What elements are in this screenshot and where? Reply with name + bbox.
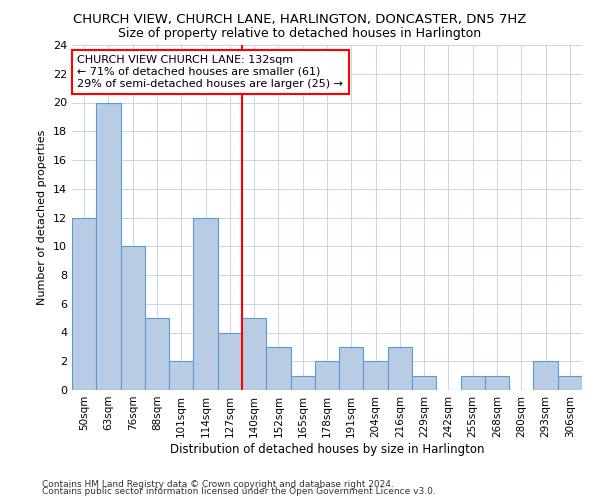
Bar	[412, 376, 436, 390]
Bar	[96, 102, 121, 390]
Bar	[193, 218, 218, 390]
Bar	[364, 361, 388, 390]
Bar	[339, 347, 364, 390]
Bar	[388, 347, 412, 390]
Bar	[242, 318, 266, 390]
Bar	[145, 318, 169, 390]
Text: Size of property relative to detached houses in Harlington: Size of property relative to detached ho…	[118, 28, 482, 40]
Text: Contains HM Land Registry data © Crown copyright and database right 2024.: Contains HM Land Registry data © Crown c…	[42, 480, 394, 489]
Bar	[72, 218, 96, 390]
Bar	[290, 376, 315, 390]
X-axis label: Distribution of detached houses by size in Harlington: Distribution of detached houses by size …	[170, 442, 484, 456]
Bar	[558, 376, 582, 390]
Bar	[533, 361, 558, 390]
Bar	[169, 361, 193, 390]
Text: Contains public sector information licensed under the Open Government Licence v3: Contains public sector information licen…	[42, 488, 436, 496]
Bar	[218, 332, 242, 390]
Bar	[121, 246, 145, 390]
Text: CHURCH VIEW, CHURCH LANE, HARLINGTON, DONCASTER, DN5 7HZ: CHURCH VIEW, CHURCH LANE, HARLINGTON, DO…	[73, 12, 527, 26]
Bar	[461, 376, 485, 390]
Text: CHURCH VIEW CHURCH LANE: 132sqm
← 71% of detached houses are smaller (61)
29% of: CHURCH VIEW CHURCH LANE: 132sqm ← 71% of…	[77, 56, 343, 88]
Bar	[485, 376, 509, 390]
Y-axis label: Number of detached properties: Number of detached properties	[37, 130, 47, 305]
Bar	[266, 347, 290, 390]
Bar	[315, 361, 339, 390]
